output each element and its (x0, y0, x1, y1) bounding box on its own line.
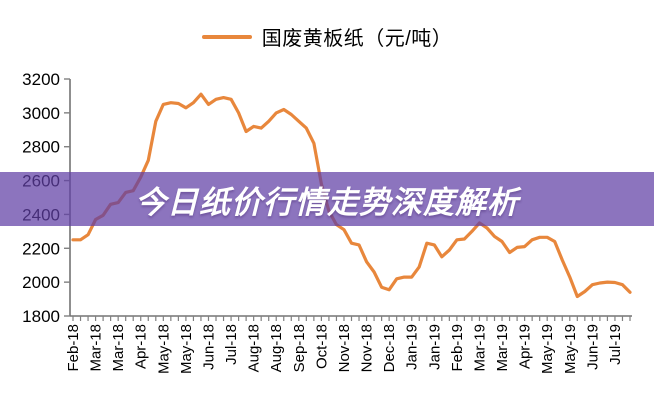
x-axis-label: May-19 (562, 324, 579, 374)
x-axis-label: May-18 (155, 324, 172, 374)
x-axis-label: Aug-18 (268, 324, 285, 372)
x-axis-label: Mar-18 (110, 324, 127, 372)
x-axis-label: May-18 (178, 324, 195, 374)
headline-title: 今日纸价行情走势深度解析 (135, 184, 519, 220)
x-axis-label: Apr-18 (133, 324, 150, 369)
x-axis-label: Jun-19 (584, 324, 601, 370)
y-axis-label: 2800 (22, 138, 60, 157)
x-axis-label: Feb-19 (449, 324, 466, 372)
x-axis-label: Dec-18 (381, 324, 398, 372)
y-axis-label: 2000 (22, 273, 60, 292)
y-axis-label: 3000 (22, 104, 60, 123)
y-axis-label: 3200 (22, 70, 60, 89)
legend-line-swatch (201, 34, 252, 39)
x-axis-label: Aug-18 (246, 324, 263, 372)
chart-legend: 国废黄板纸（元/吨） (0, 22, 654, 50)
x-axis-label: Apr-19 (517, 324, 534, 369)
x-axis-label: Jan-19 (404, 324, 421, 370)
y-axis-label: 1800 (22, 307, 60, 326)
x-axis-label: Oct-18 (313, 324, 330, 369)
x-axis-label: Mar-18 (88, 324, 105, 372)
x-axis-label: Mar-19 (494, 324, 511, 372)
x-axis-label: Feb-18 (65, 324, 82, 372)
x-axis-label: Jul-19 (607, 324, 624, 365)
x-axis-label: Jun-18 (200, 324, 217, 370)
price-series-line (71, 92, 632, 299)
y-axis-label: 2200 (22, 239, 60, 258)
x-axis-label: Nov-18 (336, 324, 353, 372)
x-axis-label: Sep-18 (291, 324, 308, 372)
headline-banner-overlay: 今日纸价行情走势深度解析 (0, 172, 654, 226)
x-axis-label: Jan-19 (426, 324, 443, 370)
x-axis-label: May-19 (539, 324, 556, 374)
x-axis-label: Jul-18 (223, 324, 240, 365)
x-axis-label: Mar-19 (471, 324, 488, 372)
x-axis-label: Nov-18 (359, 324, 376, 372)
legend-series-label: 国废黄板纸（元/吨） (261, 27, 453, 50)
